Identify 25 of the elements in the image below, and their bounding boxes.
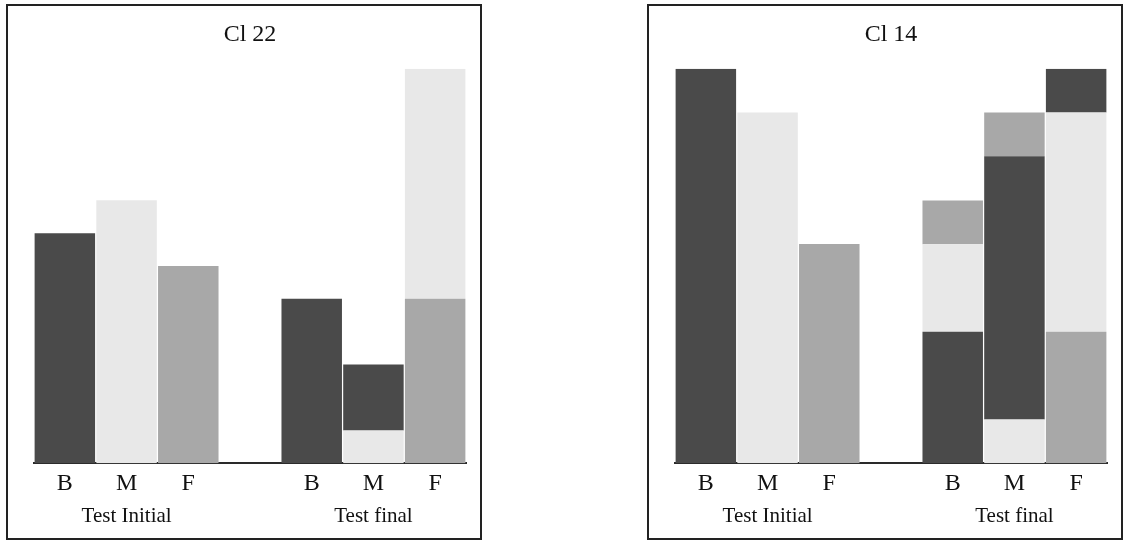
x-tick-label: F	[822, 468, 836, 495]
text: Test Initial	[722, 503, 813, 528]
chart-title: Cl 22	[223, 19, 277, 46]
bar	[1045, 112, 1107, 332]
bar	[922, 244, 983, 332]
x-tick-label: F	[1069, 468, 1083, 495]
x-tick-label: M	[115, 468, 138, 495]
x-tick-label: B	[56, 468, 73, 495]
text: Test final	[334, 503, 413, 528]
x-tick-label: M	[756, 468, 779, 495]
text: Test final	[975, 503, 1054, 528]
x-tick-label: M	[362, 468, 385, 495]
x-tick-label: B	[303, 468, 320, 495]
x-tick-label: F	[181, 468, 195, 495]
bar	[675, 68, 737, 464]
bar	[404, 298, 466, 464]
text: Test Initial	[81, 503, 172, 528]
x-tick-label: B	[697, 468, 714, 495]
bar	[984, 112, 1045, 157]
bar	[158, 266, 219, 464]
chart-title: Cl 14	[864, 19, 918, 46]
x-tick-label: B	[944, 468, 961, 495]
x-tick-label: M	[1003, 468, 1026, 495]
x-tick-label: F	[428, 468, 442, 495]
bar	[922, 200, 983, 245]
